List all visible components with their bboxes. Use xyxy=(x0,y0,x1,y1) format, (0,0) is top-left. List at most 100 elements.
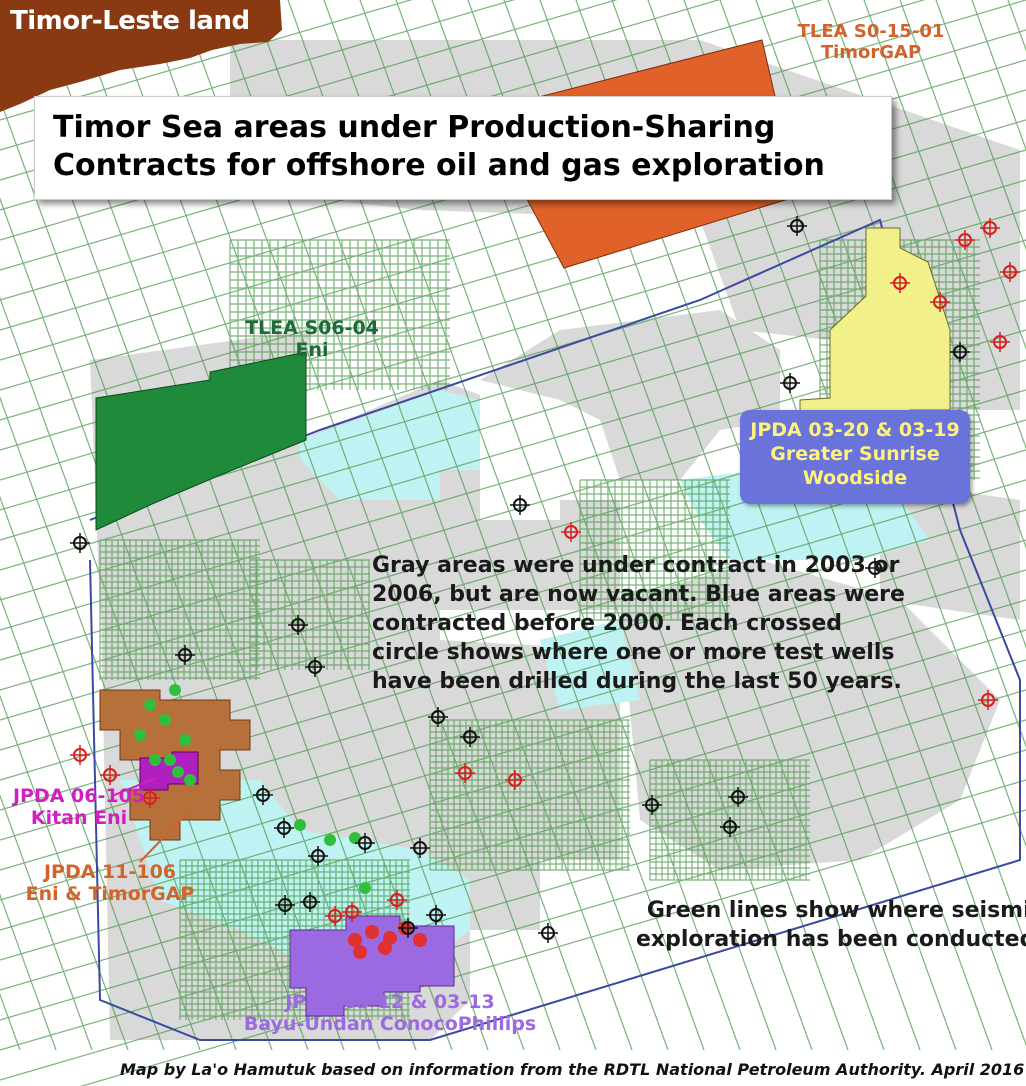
test-well-red-marker xyxy=(1000,262,1020,282)
test-well-red-marker xyxy=(70,745,90,765)
test-well-marker xyxy=(308,846,328,866)
label-greater-sunrise-name: JPDA 03-20 & 03-19 xyxy=(750,419,960,441)
label-jpda-06-105: JPDA 06-105 Kitan Eni xyxy=(4,785,154,830)
note-gray-blue-line-3: contracted before 2000. Each crossed xyxy=(372,611,843,636)
test-well-marker xyxy=(398,918,418,938)
test-well-marker xyxy=(253,785,273,805)
label-tlea-s06-04: TLEA S06-04 Eni xyxy=(232,317,392,362)
test-well-red-marker xyxy=(561,522,581,542)
test-well-marker xyxy=(426,905,446,925)
red-field-marker xyxy=(348,933,362,947)
label-tlea-s06-04-operator: Eni xyxy=(295,338,329,361)
test-well-marker xyxy=(510,495,530,515)
test-well-marker xyxy=(865,558,885,578)
green-field-marker xyxy=(324,834,336,846)
green-field-marker xyxy=(349,832,361,844)
test-well-marker xyxy=(305,657,325,677)
jpda-06-105-leader-line xyxy=(111,777,157,797)
label-tlea-s0-15-01-operator: TimorGAP xyxy=(820,41,922,63)
seismic-line-nw-se xyxy=(0,595,165,1051)
label-jpda-11-106-name: JPDA 11-106 xyxy=(43,861,177,883)
test-well-red-marker xyxy=(387,890,407,910)
title-box: Timor Sea areas under Production-Sharing… xyxy=(34,96,892,200)
seismic-line-nw-se xyxy=(0,396,237,1051)
test-well-marker xyxy=(787,216,807,236)
test-well-red-marker xyxy=(955,230,975,250)
test-well-red-marker xyxy=(325,906,345,926)
test-well-red-marker xyxy=(505,770,525,790)
test-well-marker xyxy=(950,342,970,362)
test-well-marker xyxy=(780,373,800,393)
label-tlea-s0-15-01-name: TLEA S0-15-01 xyxy=(797,21,945,42)
red-field-marker xyxy=(365,925,379,939)
note-seismic-lines: Green lines show where seismic explorati… xyxy=(636,896,1026,954)
label-bayu-undan-operator: Bayu-Undan ConocoPhillips xyxy=(243,1012,537,1035)
green-field-marker xyxy=(359,882,371,894)
label-greater-sunrise-line2: Greater Sunrise xyxy=(770,443,940,465)
test-well-red-marker xyxy=(890,273,910,293)
label-tlea-s0-15-01: TLEA S0-15-01 TimorGAP xyxy=(776,21,966,63)
timor-leste-land xyxy=(0,0,282,112)
seismic-line-sw-ne xyxy=(0,0,413,121)
test-well-marker xyxy=(642,795,662,815)
note-gray-blue-line-1: Gray areas were under contract in 2003 o… xyxy=(372,553,900,578)
test-well-marker xyxy=(538,923,558,943)
label-jpda-06-105-name: JPDA 06-105 xyxy=(12,785,146,807)
label-greater-sunrise: JPDA 03-20 & 03-19 Greater Sunrise Woods… xyxy=(740,418,970,490)
area-tlea-s06-04 xyxy=(95,351,307,531)
seismic-line-nw-se xyxy=(0,296,273,1051)
green-field-marker xyxy=(294,819,306,831)
test-well-red-marker xyxy=(930,292,950,312)
test-well-red-marker xyxy=(455,763,475,783)
title-line-1: Timor Sea areas under Production-Sharing xyxy=(53,110,776,145)
label-tlea-s06-04-name: TLEA S06-04 xyxy=(245,317,379,339)
note-seismic-line-2: exploration has been conducted. xyxy=(636,927,1026,952)
test-well-red-marker xyxy=(342,902,362,922)
test-well-marker xyxy=(720,817,740,837)
test-well-marker xyxy=(428,707,448,727)
red-field-marker xyxy=(353,945,367,959)
test-well-marker xyxy=(288,615,308,635)
test-well-red-marker xyxy=(140,788,160,808)
land-label: Timor-Leste land xyxy=(10,6,250,36)
test-well-red-marker xyxy=(978,690,998,710)
title-line-2: Contracts for offshore oil and gas explo… xyxy=(53,148,825,183)
test-well-marker xyxy=(175,645,195,665)
green-field-marker xyxy=(169,684,181,696)
seismic-line-nw-se xyxy=(899,0,1026,350)
test-well-marker xyxy=(70,533,90,553)
green-field-marker xyxy=(164,754,176,766)
area-bayu-undan xyxy=(289,915,455,1017)
map-credit: Map by La'o Hamutuk based on information… xyxy=(120,1060,1025,1079)
label-greater-sunrise-line3: Woodside xyxy=(802,467,908,489)
red-field-marker xyxy=(413,933,427,947)
label-bayu-undan-name: JPDA 03-12 & 03-13 xyxy=(285,991,495,1013)
test-wells xyxy=(70,216,1020,943)
label-jpda-11-106-operator: Eni & TimorGAP xyxy=(25,882,195,905)
green-field-marker xyxy=(149,754,161,766)
seismic-line-nw-se xyxy=(935,0,1026,251)
test-well-marker xyxy=(460,727,480,747)
green-field-marker xyxy=(144,699,156,711)
seismic-line-nw-se xyxy=(863,0,1026,450)
test-well-red-marker xyxy=(100,765,120,785)
green-field-marker xyxy=(159,714,171,726)
seismic-line-nw-se xyxy=(0,694,129,1051)
note-seismic-line-1: Green lines show where seismic xyxy=(646,898,1026,923)
label-box-greater-sunrise xyxy=(740,410,970,504)
green-field-marker xyxy=(179,734,191,746)
jpda-11-106-leader-line xyxy=(139,811,189,863)
note-gray-blue-line-5: have been drilled during the last 50 yea… xyxy=(372,669,902,694)
seismic-line-nw-se xyxy=(0,794,93,1051)
seismic-line-sw-ne xyxy=(0,749,1026,1051)
test-well-red-marker xyxy=(980,218,1000,238)
jpda-boundary-line xyxy=(89,218,1021,1041)
test-well-marker xyxy=(275,895,295,915)
red-field-marker xyxy=(378,941,392,955)
green-field-marker xyxy=(172,766,184,778)
seismic-line-nw-se xyxy=(0,495,201,1051)
test-well-red-marker xyxy=(990,332,1010,352)
test-well-marker xyxy=(410,838,430,858)
